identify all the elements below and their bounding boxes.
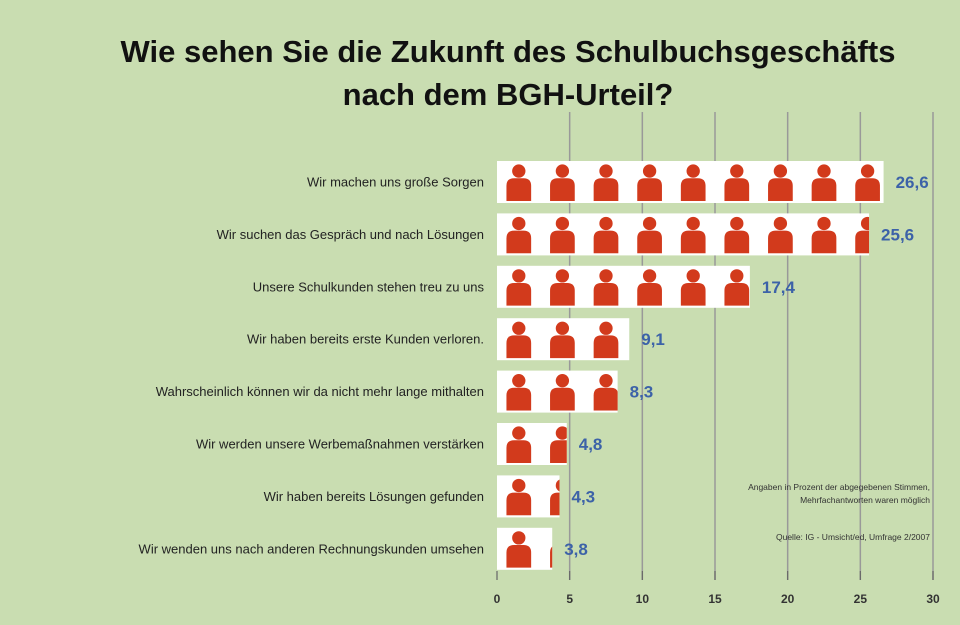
source-note-line-1: Angaben in Prozent der abgegebenen Stimm…: [748, 482, 930, 492]
source-note-line-3: Quelle: IG - Umsicht/ed, Umfrage 2/2007: [776, 532, 930, 542]
x-tick-label: 10: [636, 592, 650, 606]
category-label: Wir suchen das Gespräch und nach Lösunge…: [217, 227, 484, 242]
value-label: 4,8: [579, 435, 603, 454]
chart-title-line-1: Wie sehen Sie die Zukunft des Schulbuchs…: [121, 34, 896, 69]
x-tick-label: 15: [708, 592, 722, 606]
category-labels: Wir machen uns große Sorgen Wir suchen da…: [139, 175, 485, 557]
x-tick-label: 30: [926, 592, 940, 606]
bar: [506, 374, 618, 411]
value-labels: 26,6 25,6 17,4 9,1 8,3 4,8 4,3 3,8: [564, 173, 928, 559]
source-note-line-2: Mehrfachantworten waren möglich: [800, 495, 930, 505]
value-label: 4,3: [571, 487, 595, 506]
value-label: 26,6: [896, 173, 929, 192]
chart-title-line-2: nach dem BGH-Urteil?: [343, 77, 674, 112]
value-label: 17,4: [762, 278, 796, 297]
bar: [506, 164, 880, 201]
bars: [497, 161, 884, 570]
value-label: 8,3: [630, 383, 654, 402]
value-label: 25,6: [881, 225, 914, 244]
category-label: Wir haben bereits Lösungen gefunden: [264, 489, 484, 504]
category-label: Wir werden unsere Werbemaßnahmen verstär…: [196, 437, 484, 452]
x-tick-label: 5: [566, 592, 573, 606]
category-label: Wir machen uns große Sorgen: [307, 175, 484, 190]
category-label: Wir haben bereits erste Kunden verloren.: [247, 332, 484, 347]
x-tick-label: 0: [494, 592, 501, 606]
category-label: Wahrscheinlich können wir da nicht mehr …: [156, 384, 484, 399]
x-tick-label: 25: [854, 592, 868, 606]
category-label: Unsere Schulkunden stehen treu zu uns: [253, 279, 485, 294]
bar-background: [497, 265, 750, 308]
value-label: 3,8: [564, 540, 588, 559]
value-label: 9,1: [641, 330, 665, 349]
x-tick-label: 20: [781, 592, 795, 606]
bar: [506, 216, 870, 254]
x-axis-ticks: 0 5 10 15 20 25 30: [494, 571, 940, 606]
category-label: Wir wenden uns nach anderen Rechnungskun…: [139, 541, 484, 556]
